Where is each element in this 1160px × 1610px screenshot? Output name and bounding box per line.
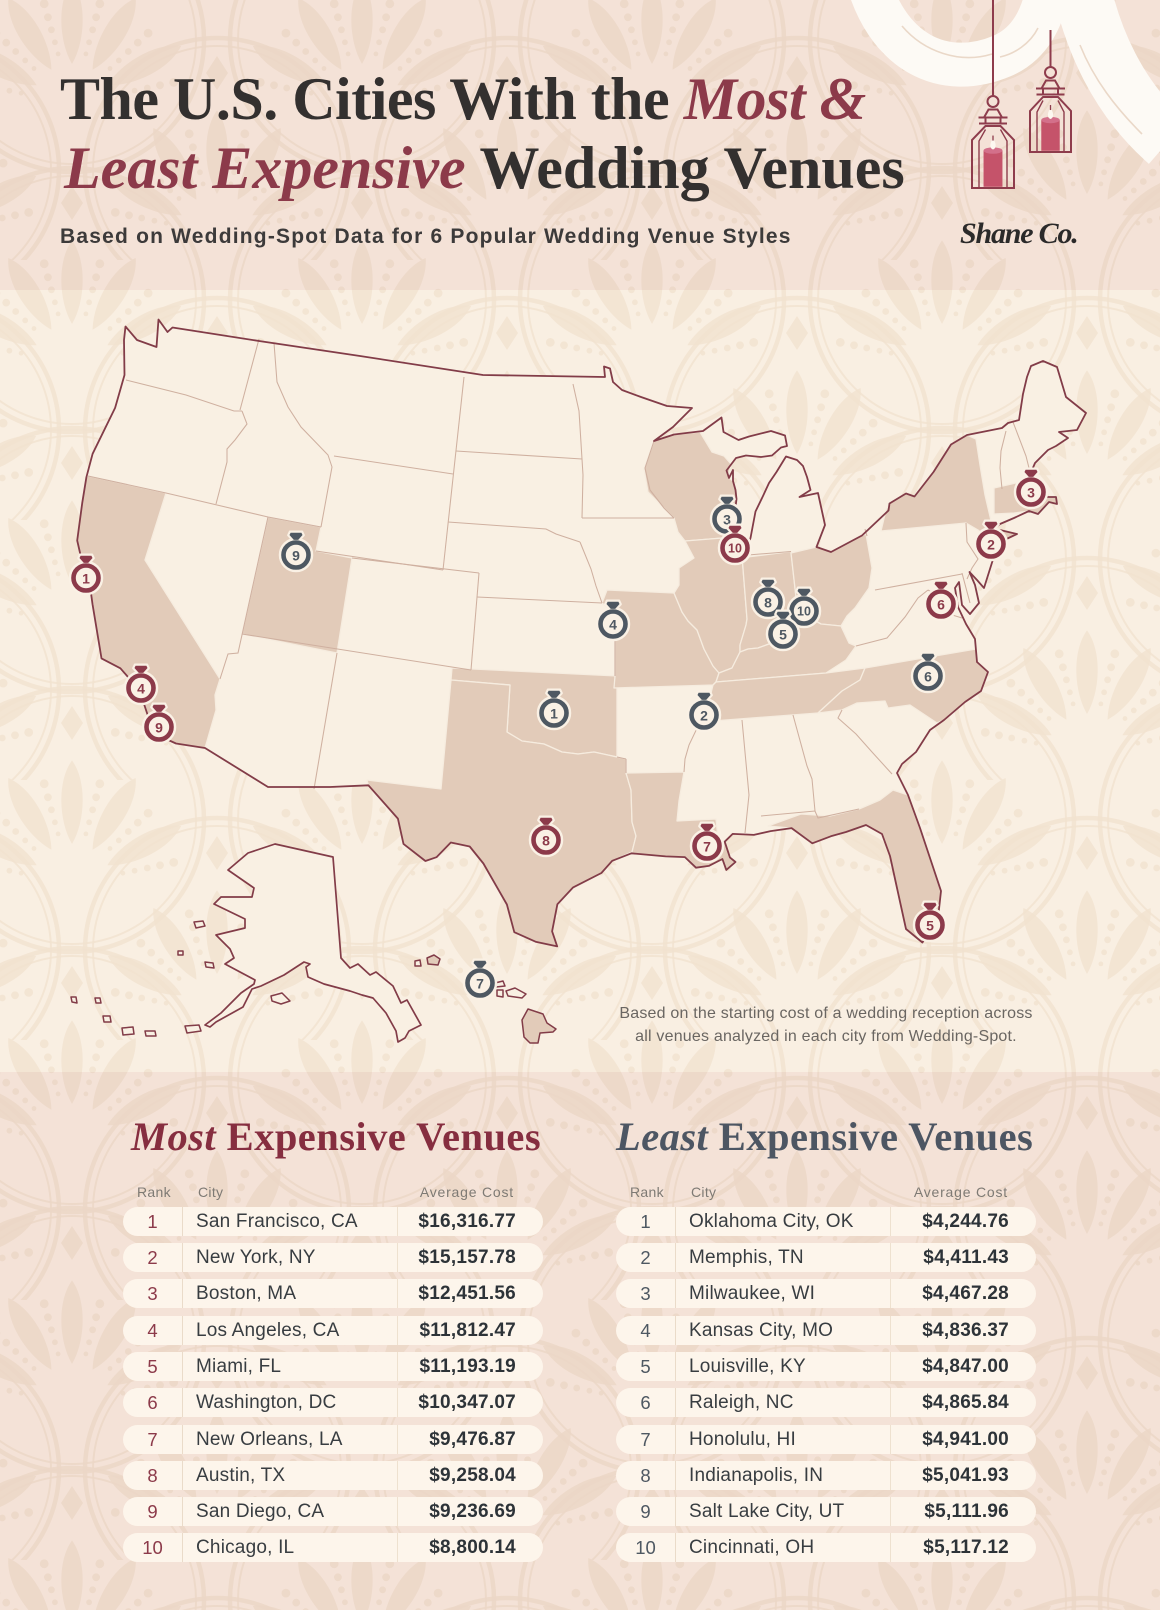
svg-text:4: 4	[137, 681, 145, 697]
svg-text:4: 4	[609, 617, 617, 633]
svg-text:7: 7	[476, 976, 484, 992]
svg-text:3: 3	[1027, 485, 1035, 501]
svg-text:2: 2	[700, 708, 708, 724]
svg-text:3: 3	[723, 512, 731, 528]
svg-text:7: 7	[703, 839, 711, 855]
svg-text:10: 10	[797, 605, 811, 619]
svg-text:1: 1	[550, 706, 558, 722]
svg-text:9: 9	[155, 720, 163, 736]
svg-text:1: 1	[82, 571, 90, 587]
svg-text:5: 5	[779, 627, 787, 643]
svg-text:5: 5	[926, 918, 934, 934]
svg-text:6: 6	[924, 669, 932, 685]
svg-text:9: 9	[292, 548, 300, 564]
svg-text:6: 6	[937, 597, 945, 613]
svg-text:8: 8	[764, 595, 772, 611]
svg-text:8: 8	[542, 833, 550, 849]
svg-text:10: 10	[728, 542, 742, 556]
svg-text:2: 2	[987, 537, 995, 553]
